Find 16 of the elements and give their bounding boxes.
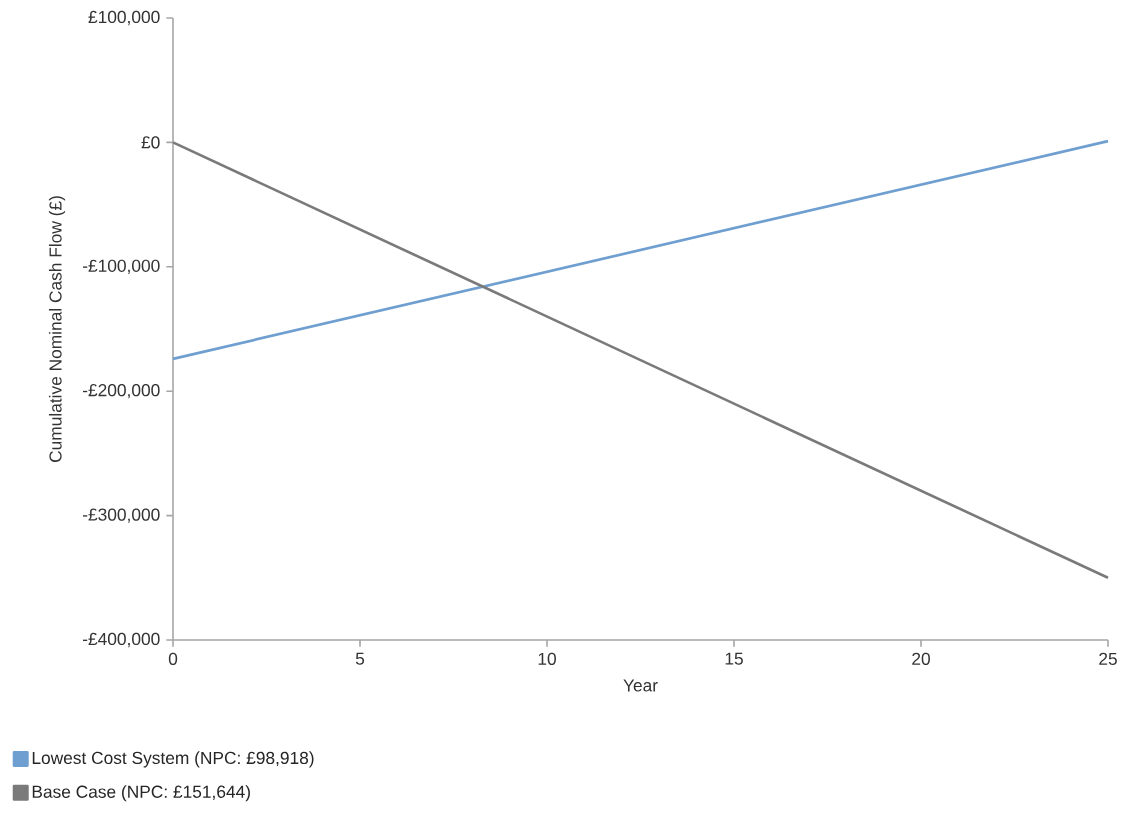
legend-label: Lowest Cost System (NPC: £98,918) <box>32 751 314 768</box>
x-tick-label: 25 <box>1099 652 1117 665</box>
y-tick-label: -£400,000 <box>83 632 160 648</box>
x-tick-label: 5 <box>355 652 365 665</box>
y-tick-label: -£200,000 <box>83 384 160 399</box>
legend-label: Base Case (NPC: £151,644) <box>32 785 250 802</box>
x-tick-label: 20 <box>912 652 930 665</box>
x-axis-title: Year <box>623 679 658 692</box>
y-tick-label: -£100,000 <box>83 259 160 274</box>
x-tick-label: 15 <box>725 652 743 665</box>
y-tick-label: £0 <box>141 136 160 149</box>
y-axis-title: Cumulative Nominal Cash Flow (£) <box>48 196 66 462</box>
x-tick-label: 0 <box>168 652 178 665</box>
y-tick-label: -£300,000 <box>83 508 160 523</box>
x-tick-label: 10 <box>538 652 556 665</box>
y-tick-label: £100,000 <box>88 10 160 26</box>
